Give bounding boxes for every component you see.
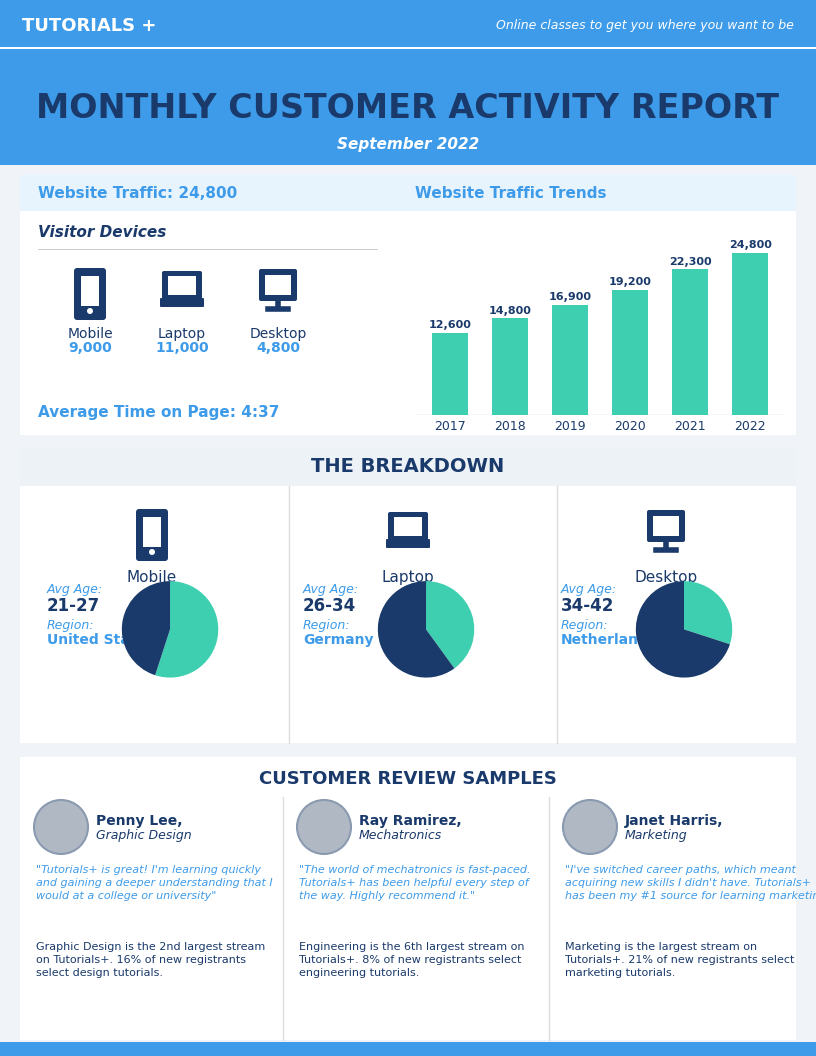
Text: Avg Age:: Avg Age: [47, 583, 103, 596]
Text: CUSTOMER REVIEW SAMPLES: CUSTOMER REVIEW SAMPLES [259, 770, 557, 788]
Text: Male
70%: Male 70% [698, 615, 726, 636]
FancyBboxPatch shape [259, 269, 297, 301]
Text: September 2022: September 2022 [337, 137, 479, 152]
Text: "Tutorials+ is great! I'm learning quickly
and gaining a deeper understanding th: "Tutorials+ is great! I'm learning quick… [36, 865, 273, 902]
Text: 34-42: 34-42 [561, 597, 614, 615]
Text: "The world of mechatronics is fast-paced.
Tutorials+ has been helpful every step: "The world of mechatronics is fast-paced… [299, 865, 530, 902]
FancyBboxPatch shape [136, 509, 168, 561]
Text: Average Time on Page: 4:37: Average Time on Page: 4:37 [38, 406, 279, 420]
Text: Region:: Region: [561, 619, 609, 631]
Text: Desktop: Desktop [250, 327, 307, 341]
Text: Female
40%: Female 40% [423, 605, 465, 627]
Circle shape [149, 549, 155, 555]
Text: Graphic Design is the 2nd largest stream
on Tutorials+. 16% of new registrants
s: Graphic Design is the 2nd largest stream… [36, 942, 265, 979]
Text: TUTORIALS +: TUTORIALS + [22, 17, 157, 35]
Text: Mobile: Mobile [126, 570, 177, 585]
Bar [612, 289, 648, 415]
Text: 22,300: 22,300 [669, 257, 712, 267]
Text: 26-34: 26-34 [303, 597, 357, 615]
Wedge shape [426, 581, 474, 668]
Bar [20, 175, 796, 435]
Text: Male
45%: Male 45% [185, 619, 214, 640]
Bar [672, 269, 708, 415]
Circle shape [563, 800, 617, 854]
Bar [0, 0, 816, 50]
FancyBboxPatch shape [74, 268, 106, 320]
Text: Region:: Region: [47, 619, 95, 631]
Text: Website Traffic Trends: Website Traffic Trends [415, 186, 606, 201]
Text: Mechatronics: Mechatronics [359, 829, 442, 842]
Text: Janet Harris,: Janet Harris, [625, 814, 724, 828]
Text: Online classes to get you where you want to be: Online classes to get you where you want… [496, 19, 794, 33]
Text: Visitor Devices: Visitor Devices [38, 225, 166, 240]
Text: Avg Age:: Avg Age: [561, 583, 617, 596]
Text: MONTHLY CUSTOMER ACTIVITY REPORT: MONTHLY CUSTOMER ACTIVITY REPORT [37, 92, 779, 125]
Text: Graphic Design: Graphic Design [96, 829, 192, 842]
Text: Laptop: Laptop [382, 570, 434, 585]
Text: Netherlands: Netherlands [561, 633, 657, 647]
Text: Ray Ramirez,: Ray Ramirez, [359, 814, 462, 828]
Bar [20, 757, 796, 1040]
Text: Laptop: Laptop [158, 327, 206, 341]
Bar [0, 48, 816, 49]
Wedge shape [122, 581, 170, 675]
Bar [20, 448, 796, 486]
Bar [394, 517, 422, 536]
Text: 24,800: 24,800 [729, 241, 772, 250]
FancyBboxPatch shape [388, 512, 428, 542]
Text: Penny Lee,: Penny Lee, [96, 814, 183, 828]
Wedge shape [378, 581, 455, 678]
Text: Germany: Germany [303, 633, 374, 647]
FancyBboxPatch shape [386, 539, 430, 548]
Bar [168, 276, 196, 295]
Wedge shape [684, 581, 732, 644]
Text: Desktop: Desktop [634, 570, 698, 585]
Text: Female
55%: Female 55% [169, 606, 211, 628]
Bar [432, 333, 468, 415]
Text: 4,800: 4,800 [256, 341, 300, 355]
Text: Engineering is the 6th largest stream on
Tutorials+. 8% of new registrants selec: Engineering is the 6th largest stream on… [299, 942, 525, 979]
Text: 19,200: 19,200 [609, 277, 651, 287]
Bar [653, 516, 679, 536]
Text: Website Traffic: 24,800: Website Traffic: 24,800 [38, 186, 237, 201]
Text: 12,600: 12,600 [428, 320, 472, 331]
Text: United States: United States [47, 633, 154, 647]
Text: Marketing is the largest stream on
Tutorials+. 21% of new registrants select
mar: Marketing is the largest stream on Tutor… [565, 942, 794, 979]
Text: 21-27: 21-27 [47, 597, 100, 615]
Circle shape [87, 308, 93, 314]
Circle shape [297, 800, 351, 854]
FancyBboxPatch shape [162, 271, 202, 301]
Bar [143, 517, 161, 547]
Text: Region:: Region: [303, 619, 351, 631]
FancyBboxPatch shape [647, 510, 685, 542]
Bar [265, 275, 291, 295]
Bar [552, 304, 588, 415]
Text: "I've switched career paths, which meant
acquiring new skills I didn't have. Tut: "I've switched career paths, which meant… [565, 865, 816, 902]
Text: 9,000: 9,000 [68, 341, 112, 355]
Text: 11,000: 11,000 [155, 341, 209, 355]
Wedge shape [636, 581, 730, 678]
Bar [492, 318, 528, 415]
Text: Avg Age:: Avg Age: [303, 583, 359, 596]
FancyBboxPatch shape [160, 298, 204, 307]
Text: THE BREAKDOWN: THE BREAKDOWN [312, 457, 504, 476]
Bar [0, 1042, 816, 1056]
Bar [20, 175, 796, 211]
Bar [0, 50, 816, 165]
Text: Male
60%: Male 60% [441, 616, 469, 638]
Circle shape [34, 800, 88, 854]
Text: Marketing: Marketing [625, 829, 688, 842]
Text: Mobile: Mobile [67, 327, 113, 341]
Bar [732, 253, 768, 415]
Bar [81, 276, 99, 306]
Bar [20, 448, 796, 743]
Text: Female
30%: Female 30% [680, 605, 722, 626]
Wedge shape [155, 581, 218, 678]
Text: 16,900: 16,900 [548, 291, 592, 302]
Text: 14,800: 14,800 [489, 305, 531, 316]
